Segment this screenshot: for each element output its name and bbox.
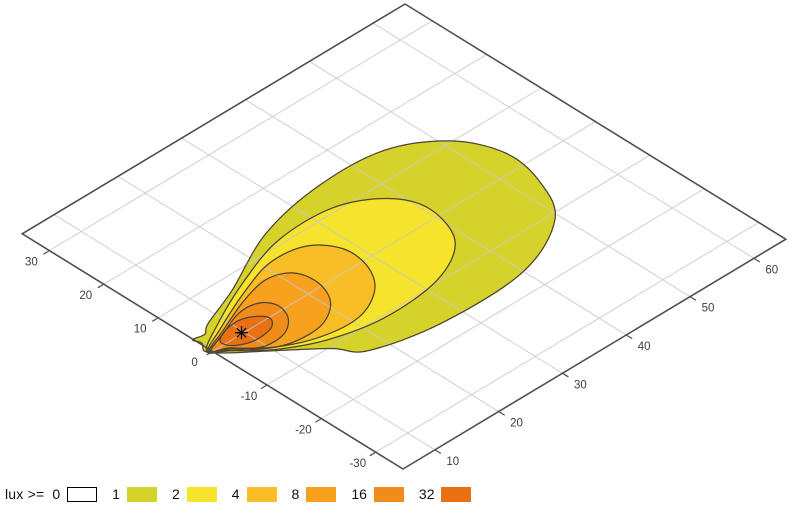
legend-swatch-16 — [373, 486, 404, 502]
tick-label-left-0: 0 — [191, 357, 197, 369]
contour-line-1 — [191, 140, 557, 354]
tick-label-right-30: 30 — [574, 379, 587, 391]
legend-swatch-32 — [441, 486, 472, 502]
legend-label-32: 32 — [418, 486, 435, 502]
axis-tick-right-40 — [625, 334, 633, 340]
grid-line-v-0 — [212, 121, 596, 352]
axis-tick-right-50 — [689, 296, 697, 301]
legend-item-0: 0 — [52, 486, 98, 502]
grid-line-v--30 — [375, 221, 759, 453]
legend-swatch-8 — [306, 486, 337, 502]
tick-label-right-50: 50 — [702, 303, 715, 315]
axis-tick-right-10 — [434, 449, 442, 455]
legend-prefix: lux >= — [5, 486, 45, 502]
plot-border — [20, 3, 788, 470]
contour-line-16 — [209, 301, 290, 354]
tick-label-right-20: 20 — [510, 418, 523, 430]
legend-label-2: 2 — [171, 486, 180, 502]
legend-label-0: 0 — [52, 486, 61, 502]
axis-tick-right-30 — [562, 372, 569, 378]
tick-label-left--30: -30 — [349, 458, 366, 470]
legend-item-4: 4 — [232, 486, 277, 502]
tick-label-left-30: 30 — [25, 256, 38, 268]
contour-line-8 — [208, 272, 332, 353]
legend-label-1: 1 — [112, 486, 120, 502]
legend-item-32: 32 — [419, 486, 472, 502]
legend-item-2: 2 — [172, 486, 217, 502]
legend-item-8: 8 — [292, 486, 337, 502]
tick-label-right-10: 10 — [446, 456, 459, 468]
contour-line-32 — [219, 315, 274, 347]
isolux-contour-plot: 30 20 10 0 -10 -20 -30 10 20 30 40 50 60 — [20, 3, 788, 470]
grid-line-v--20 — [321, 188, 705, 420]
grid-line-v-30 — [49, 20, 433, 252]
tick-label-left--10: -10 — [241, 391, 258, 403]
legend: lux >= 0 1 2 4 8 16 32 — [5, 483, 486, 505]
axis-tick-right-60 — [753, 257, 761, 263]
tick-label-left-10: 10 — [134, 324, 147, 336]
axis-tick-left--10 — [260, 384, 268, 390]
legend-label-8: 8 — [291, 486, 300, 502]
legend-swatch-0 — [67, 486, 98, 502]
tick-label-right-60: 60 — [765, 264, 778, 276]
legend-label-16: 16 — [351, 486, 367, 502]
legend-label-4: 4 — [231, 486, 240, 502]
tick-label-left-20: 20 — [79, 290, 92, 302]
axis-tick-left-10 — [151, 317, 159, 322]
axis-tick-left-0 — [206, 350, 213, 356]
axis-tick-right-20 — [498, 411, 505, 416]
tick-label-left--20: -20 — [295, 424, 312, 436]
tick-label-right-40: 40 — [638, 341, 651, 353]
axis-tick-left--20 — [315, 418, 322, 423]
grid-line-v-20 — [103, 53, 487, 285]
legend-item-16: 16 — [351, 486, 404, 502]
peak-marker-asterisk — [236, 327, 247, 338]
grid-line-v--10 — [266, 154, 651, 386]
axis-tick-left-20 — [97, 283, 105, 289]
legend-swatch-2 — [186, 486, 217, 502]
contour-line-2 — [205, 197, 456, 354]
legend-items: 0 1 2 4 8 16 32 — [52, 486, 486, 502]
legend-swatch-4 — [246, 486, 277, 502]
legend-item-1: 1 — [112, 486, 157, 502]
axis-tick-left--30 — [369, 451, 377, 457]
legend-swatch-1 — [126, 486, 157, 502]
axis-tick-left-30 — [43, 250, 50, 255]
